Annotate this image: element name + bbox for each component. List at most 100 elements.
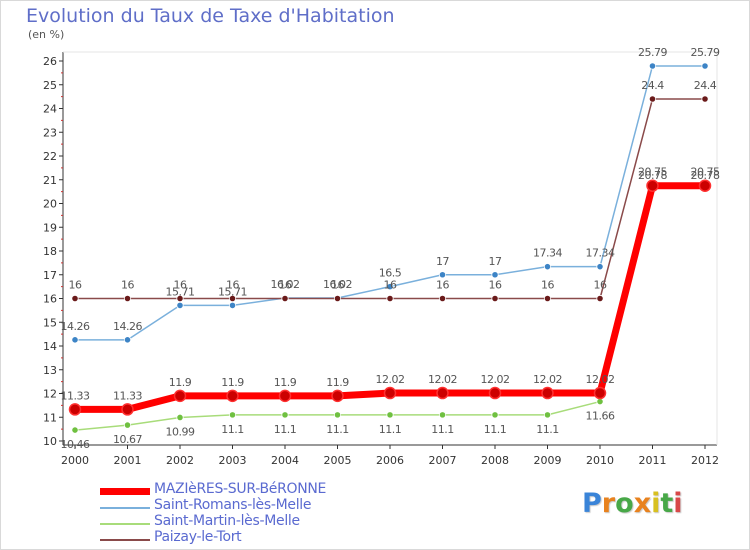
data-label-3: 16	[594, 279, 607, 292]
x-tick-label: 2009	[534, 454, 562, 467]
data-label-0: 12.02	[376, 373, 405, 386]
series-point-3	[701, 95, 709, 103]
series-point-0	[68, 403, 82, 416]
data-label-2: 11.1	[536, 423, 559, 436]
y-tick-label: 18	[43, 245, 57, 258]
series-point-2	[438, 411, 447, 419]
legend-item-paizay[interactable]: Paizay-le-Tort	[100, 529, 420, 546]
series-point-0	[698, 179, 712, 192]
legend-item-saint-martin[interactable]: Saint-Martin-lès-Melle	[100, 513, 420, 530]
data-label-3: 24.4	[694, 79, 717, 92]
series-point-1	[648, 62, 657, 70]
series-point-3	[176, 294, 184, 303]
series-point-1	[228, 301, 237, 309]
data-labels-layer: 11.33 11.33 11.9 11.9 11.9 11.9 12.02 12.02 12.0…	[61, 46, 721, 451]
series-point-0	[436, 386, 449, 400]
data-label-2: 11.1	[274, 423, 297, 436]
series-point-3	[648, 95, 657, 103]
y-tick-label: 13	[43, 364, 57, 377]
logo-letter: i	[651, 488, 661, 519]
series-point-1	[596, 263, 604, 271]
data-label-0: 12.02	[481, 373, 510, 386]
x-tick-label: 2012	[691, 454, 719, 467]
chart-subtitle: (en %)	[28, 28, 65, 41]
y-tick-label: 21	[43, 174, 57, 187]
data-label-1: 15.71	[218, 285, 247, 298]
data-label-2: 11.1	[379, 423, 402, 436]
data-label-2: 10.67	[113, 433, 142, 446]
data-label-1: 17.34	[533, 247, 562, 260]
data-label-1: 17	[489, 255, 502, 268]
data-label-3: 16	[331, 279, 344, 292]
data-label-2: 20.78	[691, 169, 720, 182]
data-label-3: 16	[436, 279, 449, 292]
legend-label-mazieres: MAZIèRES-SUR-BéRONNE	[154, 481, 327, 497]
series-point-2	[491, 411, 499, 419]
logo-letter: i	[673, 488, 683, 519]
data-label-0: 20.75	[691, 166, 720, 179]
series-point-3	[333, 294, 342, 303]
x-tick-label: 2011	[639, 454, 667, 467]
y-tick-label: 23	[43, 126, 57, 139]
series-point-0	[121, 403, 134, 416]
data-label-1: 16.5	[379, 267, 402, 280]
series-point-0	[383, 386, 397, 400]
series-point-2	[228, 411, 237, 419]
y-tick-label: 24	[43, 103, 57, 116]
series-point-1	[71, 336, 79, 344]
legend-item-saint-romans[interactable]: Saint-Romans-lès-Melle	[100, 497, 420, 514]
y-tick-label: 25	[43, 79, 57, 92]
x-tick-label: 2006	[376, 454, 404, 467]
data-label-1: 14.26	[113, 320, 142, 333]
data-label-2: 20.78	[638, 169, 667, 182]
data-label-0: 12.02	[533, 373, 562, 386]
series-point-0	[593, 386, 607, 400]
series-point-3	[71, 294, 79, 303]
data-label-2: 11.66	[586, 410, 615, 423]
data-label-1: 14.26	[61, 320, 90, 333]
data-label-2: 10.46	[61, 438, 90, 451]
legend-label-paizay: Paizay-le-Tort	[154, 529, 242, 545]
series-point-2	[176, 413, 184, 422]
y-tick-label: 14	[43, 340, 57, 353]
chart-axes: 10 11 12 13 14 15 16 17 18 19 20 21 22 23 24 25 26 2000 20…	[43, 51, 719, 467]
data-label-0: 11.9	[169, 376, 192, 389]
data-label-1: 25.79	[638, 46, 667, 59]
series-point-0	[331, 389, 344, 403]
data-label-3: 16	[226, 279, 239, 292]
series-point-0	[278, 389, 292, 403]
data-label-3: 16	[174, 279, 187, 292]
data-label-0: 20.75	[638, 166, 667, 179]
y-tick-label: 10	[43, 435, 57, 448]
data-label-3: 16	[489, 279, 502, 292]
series-point-1	[386, 283, 394, 291]
y-tick-label: 22	[43, 150, 57, 163]
data-label-0: 11.9	[274, 376, 297, 389]
data-label-0: 12.02	[428, 373, 457, 386]
data-label-0: 11.9	[326, 376, 349, 389]
chart-title: Evolution du Taux de Taxe d'Habitation	[26, 5, 395, 27]
series-point-2	[71, 426, 79, 434]
data-label-0: 12.02	[586, 373, 615, 386]
series-point-2	[596, 397, 604, 406]
legend-swatch-mazieres	[100, 488, 150, 495]
legend-swatch-saint-martin	[100, 523, 150, 525]
y-tick-label: 17	[43, 269, 57, 282]
legend-label-saint-martin: Saint-Martin-lès-Melle	[154, 513, 300, 529]
series-point-3	[228, 294, 237, 303]
data-label-2: 11.1	[484, 423, 507, 436]
logo-letter: r	[601, 488, 616, 519]
data-label-1: 17	[436, 255, 449, 268]
data-label-3: 24.4	[641, 79, 664, 92]
logo-letter: P	[582, 488, 602, 519]
y-tick-label: 16	[43, 293, 57, 306]
legend-item-mazieres[interactable]: MAZIèRES-SUR-BéRONNE	[100, 481, 420, 498]
data-label-2: 11.1	[431, 423, 454, 436]
proxiti-logo: Proxiti	[582, 488, 683, 519]
x-tick-label: 2000	[61, 454, 89, 467]
series-point-1	[123, 336, 132, 344]
data-label-3: 16	[121, 279, 134, 292]
series-point-1	[176, 301, 184, 309]
data-label-1: 15.71	[166, 285, 195, 298]
data-label-1: 16.02	[271, 278, 300, 291]
